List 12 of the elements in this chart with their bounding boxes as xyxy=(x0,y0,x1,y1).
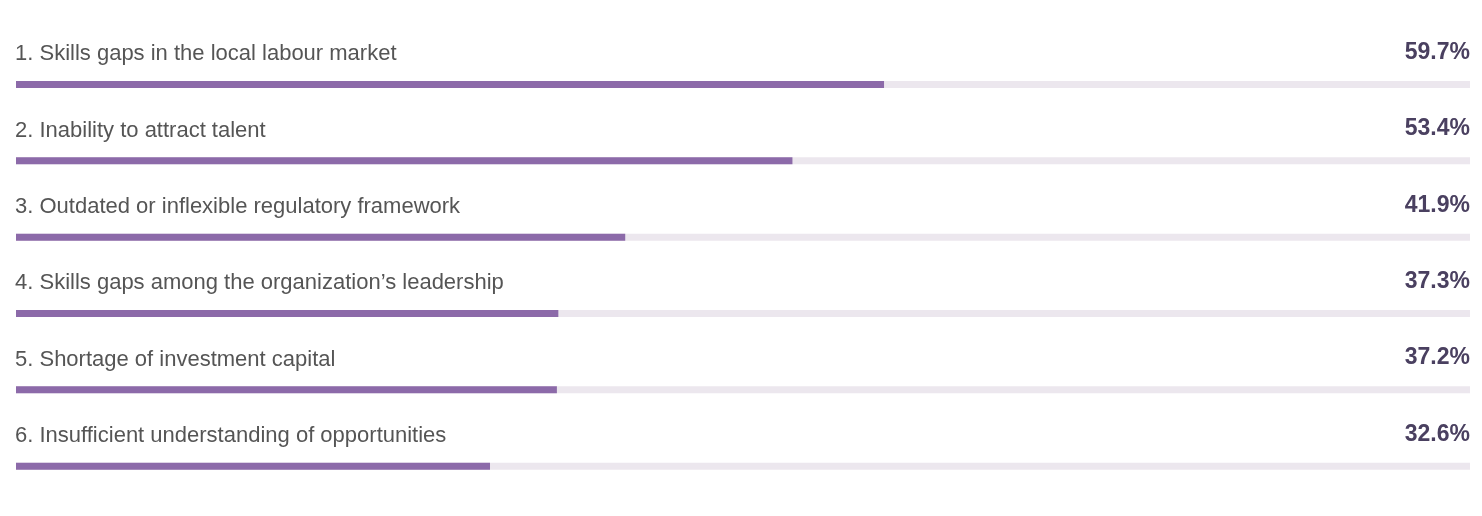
y-tick-label: 2. Inability to attract talent xyxy=(15,116,266,142)
data-label: 37.3% xyxy=(1404,267,1470,293)
y-tick-label: 1. Skills gaps in the local labour market xyxy=(15,40,397,66)
y-tick-label: 6. Insufficient understanding of opportunities xyxy=(15,421,447,447)
data-label: 41.9% xyxy=(1404,190,1470,217)
data-label: 32.6% xyxy=(1404,419,1470,446)
y-tick-label: 4. Skills gaps among the organization’s leadership xyxy=(15,269,504,295)
data-label: 59.7% xyxy=(1404,38,1470,64)
data-label: 37.2% xyxy=(1404,343,1470,370)
y-tick-label: 3. Outdated or inflexible regulatory framework xyxy=(15,192,462,218)
data-label: 53.4% xyxy=(1404,114,1470,141)
y-tick-label: 5. Shortage of investment capital xyxy=(15,345,336,371)
